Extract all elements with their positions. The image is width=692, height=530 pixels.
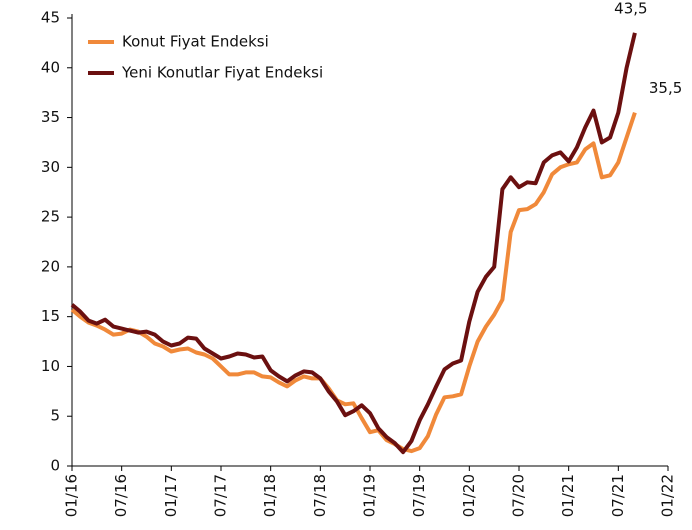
- y-tick-label: 35: [41, 108, 60, 126]
- y-tick-label: 15: [41, 307, 60, 325]
- x-tick-label: 01/22: [659, 474, 677, 517]
- y-tick-label: 30: [41, 158, 60, 176]
- x-tick-label: 01/20: [460, 474, 478, 517]
- y-tick-label: 0: [50, 457, 60, 475]
- x-tick-label: 01/18: [261, 474, 279, 517]
- y-tick-label: 20: [41, 257, 60, 275]
- x-tick-label: 07/20: [510, 474, 528, 517]
- series-line: [70, 111, 637, 454]
- legend-label: Yeni Konutlar Fiyat Endeksi: [121, 64, 323, 82]
- y-tick-label: 5: [50, 407, 60, 425]
- x-tick-label: 01/17: [162, 474, 180, 517]
- y-tick-label: 40: [41, 58, 60, 76]
- series-line: [70, 32, 637, 455]
- legend-label: Konut Fiyat Endeksi: [122, 33, 269, 51]
- y-tick-label: 10: [41, 357, 60, 375]
- y-tick-label: 45: [41, 9, 60, 27]
- x-tick-label: 07/17: [212, 474, 230, 517]
- x-tick-label: 07/18: [311, 474, 329, 517]
- x-tick-label: 01/16: [63, 474, 81, 517]
- x-tick-label: 07/19: [410, 474, 428, 517]
- value-label: 35,5: [649, 79, 682, 97]
- x-tick-label: 07/16: [112, 474, 130, 517]
- x-tick-label: 07/21: [609, 474, 627, 517]
- y-tick-label: 25: [41, 208, 60, 226]
- x-tick-label: 01/19: [361, 474, 379, 517]
- x-tick-label: 01/21: [559, 474, 577, 517]
- value-label: 43,5: [614, 0, 647, 17]
